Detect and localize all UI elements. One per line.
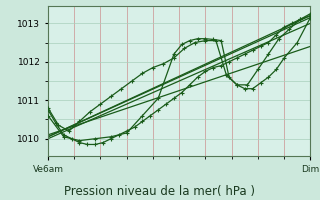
Text: Pression niveau de la mer( hPa ): Pression niveau de la mer( hPa ) xyxy=(65,185,255,198)
